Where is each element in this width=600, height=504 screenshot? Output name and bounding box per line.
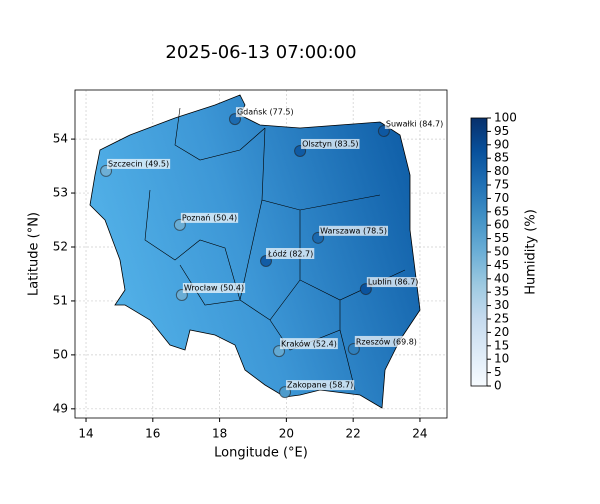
colorbar-tick-label: 45 bbox=[494, 258, 509, 272]
colorbar-tick-label: 20 bbox=[494, 325, 509, 339]
colorbar-tick-label: 15 bbox=[494, 338, 509, 352]
colorbar-label: Humidity (%) bbox=[524, 209, 539, 295]
chart-title: 2025-06-13 07:00:00 bbox=[165, 42, 356, 63]
colorbar-tick-label: 75 bbox=[494, 178, 509, 192]
label-background bbox=[235, 107, 295, 118]
city-label: Warszawa (78.5) bbox=[320, 226, 387, 235]
colorbar-tick-label: 90 bbox=[494, 137, 509, 151]
colorbar-tick-label: 40 bbox=[494, 271, 509, 285]
colorbar-tick-label: 50 bbox=[494, 245, 509, 259]
label-background bbox=[354, 335, 418, 347]
city-label: Poznań (50.4) bbox=[182, 213, 237, 222]
y-tick-label: 50 bbox=[53, 347, 68, 361]
y-tick-label: 54 bbox=[53, 132, 68, 146]
x-tick-label: 14 bbox=[78, 427, 93, 441]
x-tick-label: 16 bbox=[145, 427, 160, 441]
x-tick-label: 24 bbox=[412, 427, 427, 441]
y-tick-label: 49 bbox=[53, 401, 68, 415]
y-tick-label: 53 bbox=[53, 186, 68, 200]
label-background bbox=[301, 138, 360, 149]
colorbar-tick-label: 5 bbox=[494, 365, 502, 379]
colorbar-tick-label: 0 bbox=[494, 379, 502, 393]
label-background bbox=[182, 283, 246, 293]
label-background bbox=[266, 248, 315, 260]
x-axis-label: Longitude (°E) bbox=[214, 446, 308, 461]
city-label: Kraków (52.4) bbox=[281, 339, 337, 349]
city-label: Olsztyn (83.5) bbox=[302, 139, 358, 148]
label-background bbox=[286, 380, 355, 391]
colorbar-tick-label: 100 bbox=[494, 111, 517, 125]
y-axis-label: Latitude (°N) bbox=[27, 212, 42, 296]
colorbar-tick-label: 80 bbox=[494, 164, 509, 178]
city-label: Gdańsk (77.5) bbox=[237, 108, 294, 117]
x-tick-label: 20 bbox=[279, 427, 294, 441]
colorbar bbox=[470, 117, 488, 387]
x-tick-label: 22 bbox=[346, 427, 361, 441]
colorbar-tick-label: 85 bbox=[494, 151, 509, 165]
colorbar-tick-label: 60 bbox=[494, 218, 509, 232]
city-label: Łódź (82.7) bbox=[267, 249, 313, 259]
colorbar-tick-label: 95 bbox=[494, 124, 509, 138]
colorbar-tick-label: 35 bbox=[494, 285, 509, 299]
label-background bbox=[319, 225, 389, 236]
city-label: Zakopane (58.7) bbox=[287, 381, 353, 390]
city-label: Lublin (86.7) bbox=[368, 278, 419, 287]
city-label: Szczecin (49.5) bbox=[108, 159, 169, 168]
x-tick-label: 18 bbox=[212, 427, 227, 441]
city-label: Wrocław (50.4) bbox=[184, 284, 244, 293]
colorbar-tick-label: 70 bbox=[494, 191, 509, 205]
label-background bbox=[280, 338, 338, 350]
colorbar-tick-label: 25 bbox=[494, 312, 509, 326]
colorbar-tick-label: 10 bbox=[494, 352, 509, 366]
colorbar-tick-label: 55 bbox=[494, 231, 509, 245]
city-label: Suwałki (84.7) bbox=[386, 120, 443, 129]
label-background bbox=[107, 158, 171, 169]
colorbar-tick-label: 65 bbox=[494, 204, 509, 218]
plot-frame bbox=[74, 89, 448, 419]
label-background bbox=[384, 119, 445, 129]
y-tick-label: 51 bbox=[53, 293, 68, 307]
y-tick-label: 52 bbox=[53, 239, 68, 253]
country-shape bbox=[89, 94, 421, 409]
city-label: Rzeszów (69.8) bbox=[356, 336, 417, 346]
colorbar-tick-label: 30 bbox=[494, 298, 509, 312]
label-background bbox=[366, 277, 420, 288]
label-background bbox=[180, 212, 239, 223]
